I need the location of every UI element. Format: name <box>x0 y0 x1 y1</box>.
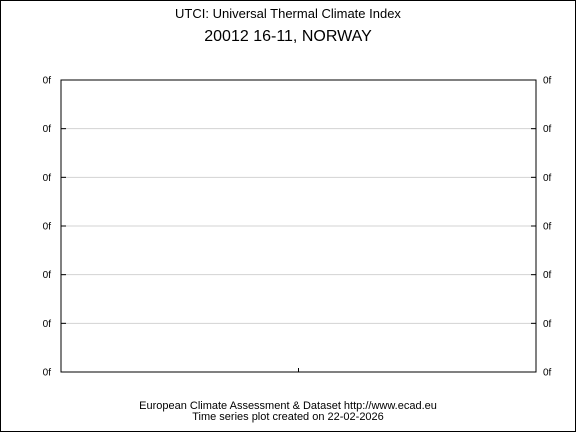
axis-ticks <box>61 79 536 373</box>
y-tick-label-left: 0f <box>43 222 52 233</box>
y-tick-label-right: 0f <box>543 222 552 233</box>
chart-subtitle: 20012 16-11, NORWAY <box>204 28 372 45</box>
y-axis-left-labels: 0f 0f 0f 0f 0f 0f 0f <box>43 76 52 379</box>
y-tick-label-left: 0f <box>43 319 52 330</box>
footer-created: Time series plot created on 22-02-2026 <box>192 411 384 423</box>
y-tick-label-left: 0f <box>43 76 52 87</box>
footer-source: European Climate Assessment & Dataset ht… <box>139 400 437 412</box>
chart-title: UTCI: Universal Thermal Climate Index <box>175 6 401 21</box>
grid-lines <box>61 128 536 324</box>
y-tick-label-right: 0f <box>543 76 552 87</box>
y-tick-label-left: 0f <box>43 270 52 281</box>
y-tick-label-left: 0f <box>43 368 52 379</box>
y-tick-label-left: 0f <box>43 173 52 184</box>
y-tick-label-right: 0f <box>543 319 552 330</box>
y-axis-right-labels: 0f 0f 0f 0f 0f 0f 0f <box>543 76 552 379</box>
y-tick-label-right: 0f <box>543 270 552 281</box>
y-tick-label-left: 0f <box>43 124 52 135</box>
y-tick-label-right: 0f <box>543 124 552 135</box>
y-tick-label-right: 0f <box>543 173 552 184</box>
y-tick-label-right: 0f <box>543 368 552 379</box>
